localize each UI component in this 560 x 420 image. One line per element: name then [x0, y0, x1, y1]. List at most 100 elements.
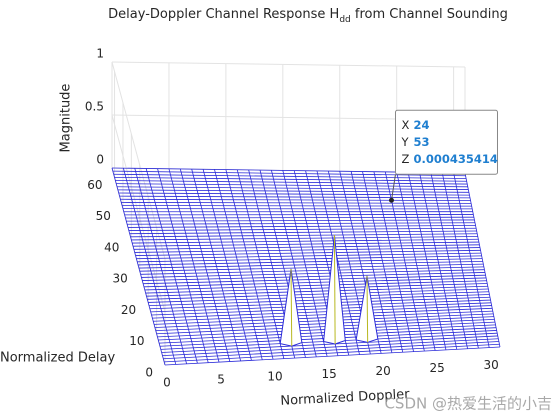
mesh-line [140, 266, 484, 275]
mesh-line [113, 173, 467, 179]
mesh-line [441, 172, 479, 349]
y-tick-label: 20 [121, 303, 136, 317]
mesh-line [132, 238, 479, 244]
mesh-line [142, 272, 486, 281]
mesh-line [118, 192, 470, 196]
x-tick-label: 20 [375, 364, 390, 378]
mesh-line [126, 219, 475, 222]
peak-edge [366, 275, 369, 343]
mesh-line [134, 168, 187, 364]
mesh-line [225, 169, 274, 360]
mesh-line [164, 343, 500, 363]
datatip-key: X [401, 118, 409, 132]
mesh-line [111, 167, 166, 366]
y-tick-label: 60 [87, 178, 102, 192]
mesh-line [114, 176, 467, 182]
mesh-line [163, 341, 499, 360]
x-tick-label: 15 [321, 367, 336, 381]
datatip-value: 24 [413, 118, 429, 132]
mesh-line [162, 338, 499, 357]
mesh-line [117, 186, 469, 190]
mesh-line [143, 274, 486, 285]
mesh-line [202, 169, 252, 361]
mesh-line [157, 168, 209, 363]
x-tick-label: 10 [267, 370, 282, 384]
mesh-line [117, 189, 469, 193]
z-axis-label: Magnitude [59, 84, 74, 153]
mesh [111, 167, 501, 366]
x-tick-label: 25 [430, 361, 445, 375]
mesh-line [145, 168, 198, 364]
mesh-line [271, 170, 317, 357]
x-tick-label: 0 [163, 376, 171, 390]
mesh-line [407, 172, 447, 350]
mesh-line [112, 170, 466, 177]
mesh-line [130, 233, 478, 238]
y-tick-label: 40 [104, 240, 119, 254]
mesh-line [120, 198, 471, 202]
mesh-line [179, 168, 231, 362]
mesh-line [143, 277, 487, 288]
mesh-line [214, 169, 263, 360]
mesh-line [119, 195, 471, 199]
mesh-line [152, 305, 492, 319]
mesh-line [396, 171, 436, 351]
title-end: from Channel Sounding [355, 7, 508, 22]
mesh-line [127, 222, 476, 225]
mesh-line [127, 225, 476, 228]
mesh-line [128, 227, 477, 231]
grid-line [111, 61, 466, 68]
mesh-line [316, 170, 360, 355]
datatip-value: 53 [413, 135, 429, 149]
mesh-line [121, 201, 472, 204]
x-tick-label: 30 [484, 358, 499, 372]
y-tick-label: 0 [145, 366, 153, 380]
mesh-line [133, 244, 480, 250]
title-sub: dd [339, 15, 350, 25]
mesh-line [149, 294, 490, 306]
peak-edge [290, 268, 293, 347]
mesh-line [144, 280, 487, 291]
chart-title: Delay-Doppler Channel Response Hdd from … [108, 7, 508, 25]
mesh-line [350, 171, 393, 353]
mesh-line [129, 230, 477, 235]
title-main: Delay-Doppler Channel Response H [108, 7, 339, 22]
y-tick-label: 10 [129, 334, 144, 348]
mesh-line [123, 168, 177, 365]
mesh-line [131, 236, 478, 241]
mesh-line [362, 171, 404, 353]
mesh-line [138, 258, 483, 266]
z-tick-label: 0.5 [85, 100, 104, 114]
y-tick-label: 30 [112, 272, 127, 286]
mesh-line [154, 313, 494, 328]
mesh-line [150, 299, 491, 313]
mesh-line [133, 241, 479, 247]
mesh-line [191, 169, 242, 362]
mesh-line [139, 263, 484, 272]
mesh-line [136, 252, 482, 260]
mesh-line [453, 172, 490, 348]
mesh-line [149, 296, 491, 310]
mesh-line [168, 168, 220, 363]
mesh-line [146, 285, 488, 297]
mesh-line [282, 170, 328, 357]
mesh-line [148, 291, 489, 303]
x-tick-label: 5 [217, 373, 225, 387]
y-tick-label: 50 [96, 209, 111, 223]
mesh-line [135, 249, 481, 256]
watermark: CSDN @热爱生活的小吉 [384, 395, 552, 413]
mesh-line [138, 260, 483, 269]
mesh-line [164, 346, 501, 366]
mesh-line [419, 172, 458, 350]
z-tick-label: 0 [96, 153, 104, 167]
mesh-line [430, 172, 468, 349]
datatip-key: Z [401, 152, 409, 166]
peak-edge [333, 235, 336, 344]
y-axis-label: Normalized Delay [0, 351, 115, 366]
z-tick-label: 1 [96, 47, 104, 61]
x-axis-label: Normalized Doppler [280, 387, 411, 409]
mesh-line [122, 205, 472, 207]
mesh-line [151, 302, 492, 316]
datatip-pointer [390, 174, 396, 201]
